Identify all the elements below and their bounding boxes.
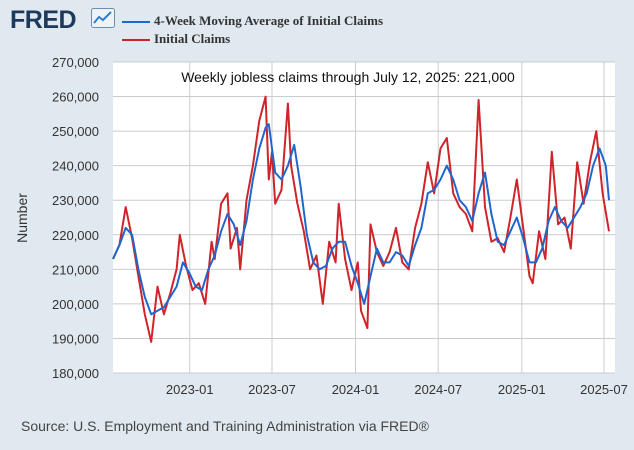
y-axis-label: Number: [14, 193, 30, 243]
y-tick-label: 210,000: [52, 262, 99, 277]
chart-annotation: Weekly jobless claims through July 12, 2…: [181, 69, 515, 85]
initial-claims-line: [112, 95, 610, 343]
y-tick-label: 250,000: [52, 124, 99, 139]
line-chart-icon: [91, 8, 115, 28]
legend-label-initial-claims: Initial Claims: [154, 31, 231, 46]
series-lines: [112, 95, 610, 343]
chart-header: FRED 4-Week Moving Average of Initial Cl…: [0, 0, 634, 52]
x-tick-label: 2023-01: [166, 382, 214, 397]
y-tick-label: 240,000: [52, 159, 99, 174]
x-tick-label: 2024-07: [414, 382, 462, 397]
legend-swatch-initial-claims: [122, 39, 150, 41]
fred-logo[interactable]: FRED: [10, 6, 77, 34]
source-note: Source: U.S. Employment and Training Adm…: [21, 418, 429, 434]
x-tick-label: 2025-07: [580, 382, 628, 397]
y-tick-label: 270,000: [52, 55, 99, 70]
plot-area: [113, 62, 615, 373]
axis-ticks: 180,000 190,000 200,000 210,000 220,000 230,0…: [52, 55, 628, 397]
x-tick-label: 2024-01: [332, 382, 380, 397]
y-tick-label: 220,000: [52, 228, 99, 243]
moving-average-line: [112, 123, 610, 316]
legend-swatch-moving-average: [122, 21, 150, 23]
y-tick-label: 230,000: [52, 193, 99, 208]
y-tick-label: 260,000: [52, 90, 99, 105]
y-tick-label: 200,000: [52, 297, 99, 312]
legend-label-moving-average: 4-Week Moving Average of Initial Claims: [154, 13, 384, 28]
y-tick-label: 180,000: [52, 366, 99, 381]
x-tick-label: 2023-07: [248, 382, 296, 397]
y-tick-label: 190,000: [52, 331, 99, 346]
x-tick-label: 2025-01: [498, 382, 546, 397]
